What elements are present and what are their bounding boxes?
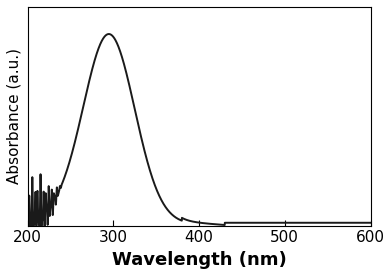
- Y-axis label: Absorbance (a.u.): Absorbance (a.u.): [7, 48, 22, 184]
- X-axis label: Wavelength (nm): Wavelength (nm): [112, 251, 287, 269]
